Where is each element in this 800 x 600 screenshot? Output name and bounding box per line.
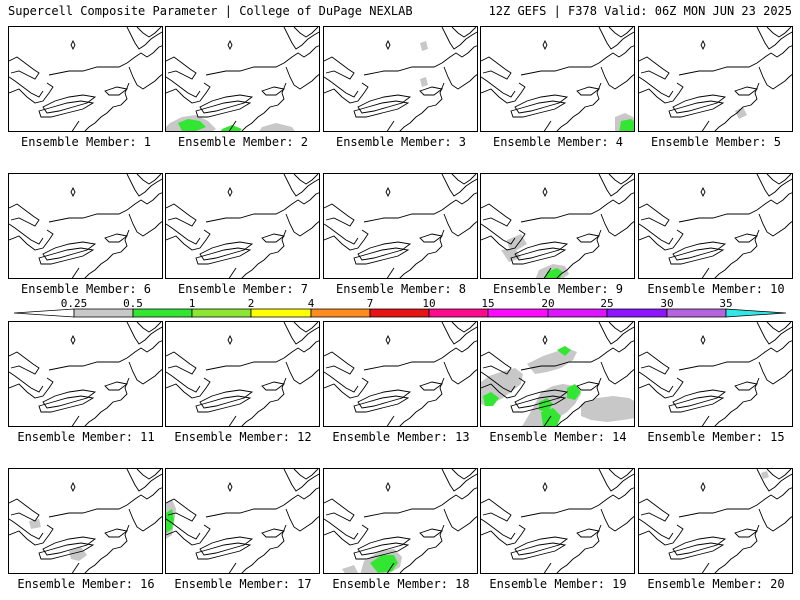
colorbar-segment (429, 309, 488, 317)
colorbar-tick-label: 0.5 (123, 297, 143, 310)
colorbar-tick-label: 25 (600, 297, 613, 310)
color-scale-bar (0, 0, 800, 600)
colorbar-low-arrow (14, 309, 74, 317)
colorbar-tick-label: 0.25 (61, 297, 88, 310)
colorbar-tick-label: 15 (481, 297, 494, 310)
colorbar-tick-label: 4 (308, 297, 315, 310)
colorbar-tick-label: 2 (248, 297, 255, 310)
colorbar-segment (133, 309, 192, 317)
colorbar-tick-label: 30 (660, 297, 673, 310)
colorbar-segment (607, 309, 667, 317)
colorbar-segment (370, 309, 429, 317)
colorbar-segment (667, 309, 726, 317)
colorbar-segment (726, 309, 786, 317)
colorbar-segment (74, 309, 133, 317)
colorbar-tick-label: 10 (422, 297, 435, 310)
colorbar-tick-label: 7 (367, 297, 374, 310)
colorbar-tick-label: 35 (719, 297, 732, 310)
colorbar-segment (548, 309, 607, 317)
colorbar-segment (192, 309, 251, 317)
colorbar-segment (311, 309, 370, 317)
colorbar-tick-label: 1 (189, 297, 196, 310)
colorbar-tick-label: 20 (541, 297, 554, 310)
colorbar-segment (488, 309, 548, 317)
colorbar-segment (251, 309, 311, 317)
